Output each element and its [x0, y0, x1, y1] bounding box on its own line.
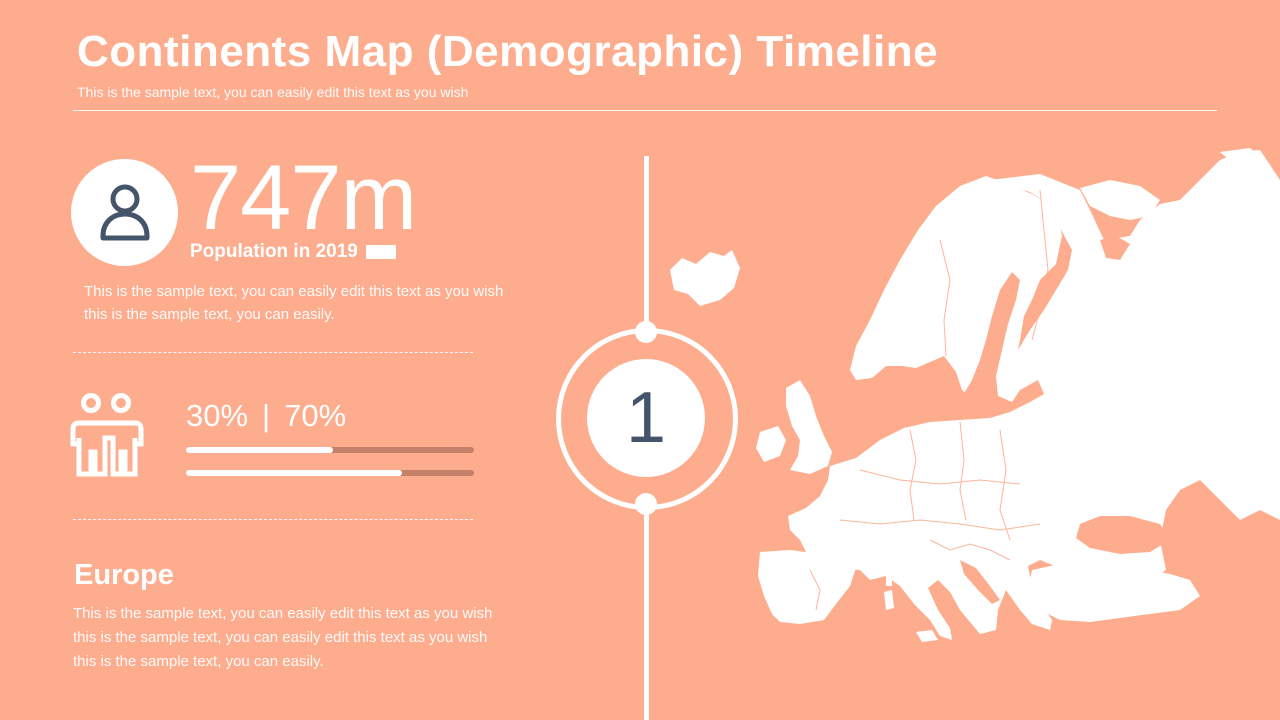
timeline-dot-bottom [635, 493, 657, 515]
section-divider-1 [73, 352, 473, 353]
user-icon [100, 184, 149, 240]
progress-fill-1 [186, 447, 333, 453]
sardinia-shape [884, 590, 894, 610]
region-title: Europe [74, 559, 174, 591]
step-number: 1 [625, 378, 667, 458]
population-label: Population in 2019 [190, 241, 396, 263]
ireland-shape [756, 426, 786, 462]
kola-shape [1080, 180, 1160, 220]
sicily-shape [916, 630, 938, 642]
turkey-shape [1028, 560, 1200, 622]
population-description: This is the sample text, you can easily … [84, 283, 504, 323]
corsica-shape [886, 574, 892, 586]
adriatic-sea-shape [960, 560, 1000, 604]
progress-bar-1 [186, 447, 474, 453]
population-avatar [71, 159, 178, 266]
baltic-sea-shape [960, 272, 1044, 418]
label-chip [365, 245, 396, 259]
iberia-shape [758, 550, 856, 624]
novaya-zemlya-shape [1220, 148, 1270, 174]
europe-map [670, 148, 1280, 642]
population-value: 747m [190, 147, 417, 249]
percentage-separator: | [262, 398, 271, 433]
timeline-step[interactable]: 1 [587, 359, 705, 477]
white-sea-shape [1100, 236, 1130, 260]
page-title: Continents Map (Demographic) Timeline [77, 27, 939, 76]
timeline-dot-top [635, 321, 657, 343]
region-description: This is the sample text, you can easily … [73, 605, 493, 670]
timeline-line-top [644, 156, 649, 332]
progress-bar-2 [186, 470, 474, 476]
left-percentage: 30% [186, 398, 249, 433]
continental-europe-shape [788, 418, 1166, 640]
section-divider-2 [73, 519, 473, 520]
iceland-shape [670, 250, 740, 306]
header-divider [73, 110, 1217, 111]
right-percentage: 70% [284, 398, 347, 433]
progress-fill-2 [186, 470, 402, 476]
population-label-text: Population in 2019 [190, 241, 358, 262]
page-subtitle: This is the sample text, you can easily … [77, 84, 469, 100]
gender-percentages: 30% | 70% [186, 398, 346, 434]
scandinavia-shape [850, 176, 1062, 402]
black-sea-shape [1076, 516, 1170, 554]
people-pair-icon [70, 393, 144, 477]
great-britain-shape [786, 380, 832, 474]
timeline-line-bottom [644, 500, 649, 720]
